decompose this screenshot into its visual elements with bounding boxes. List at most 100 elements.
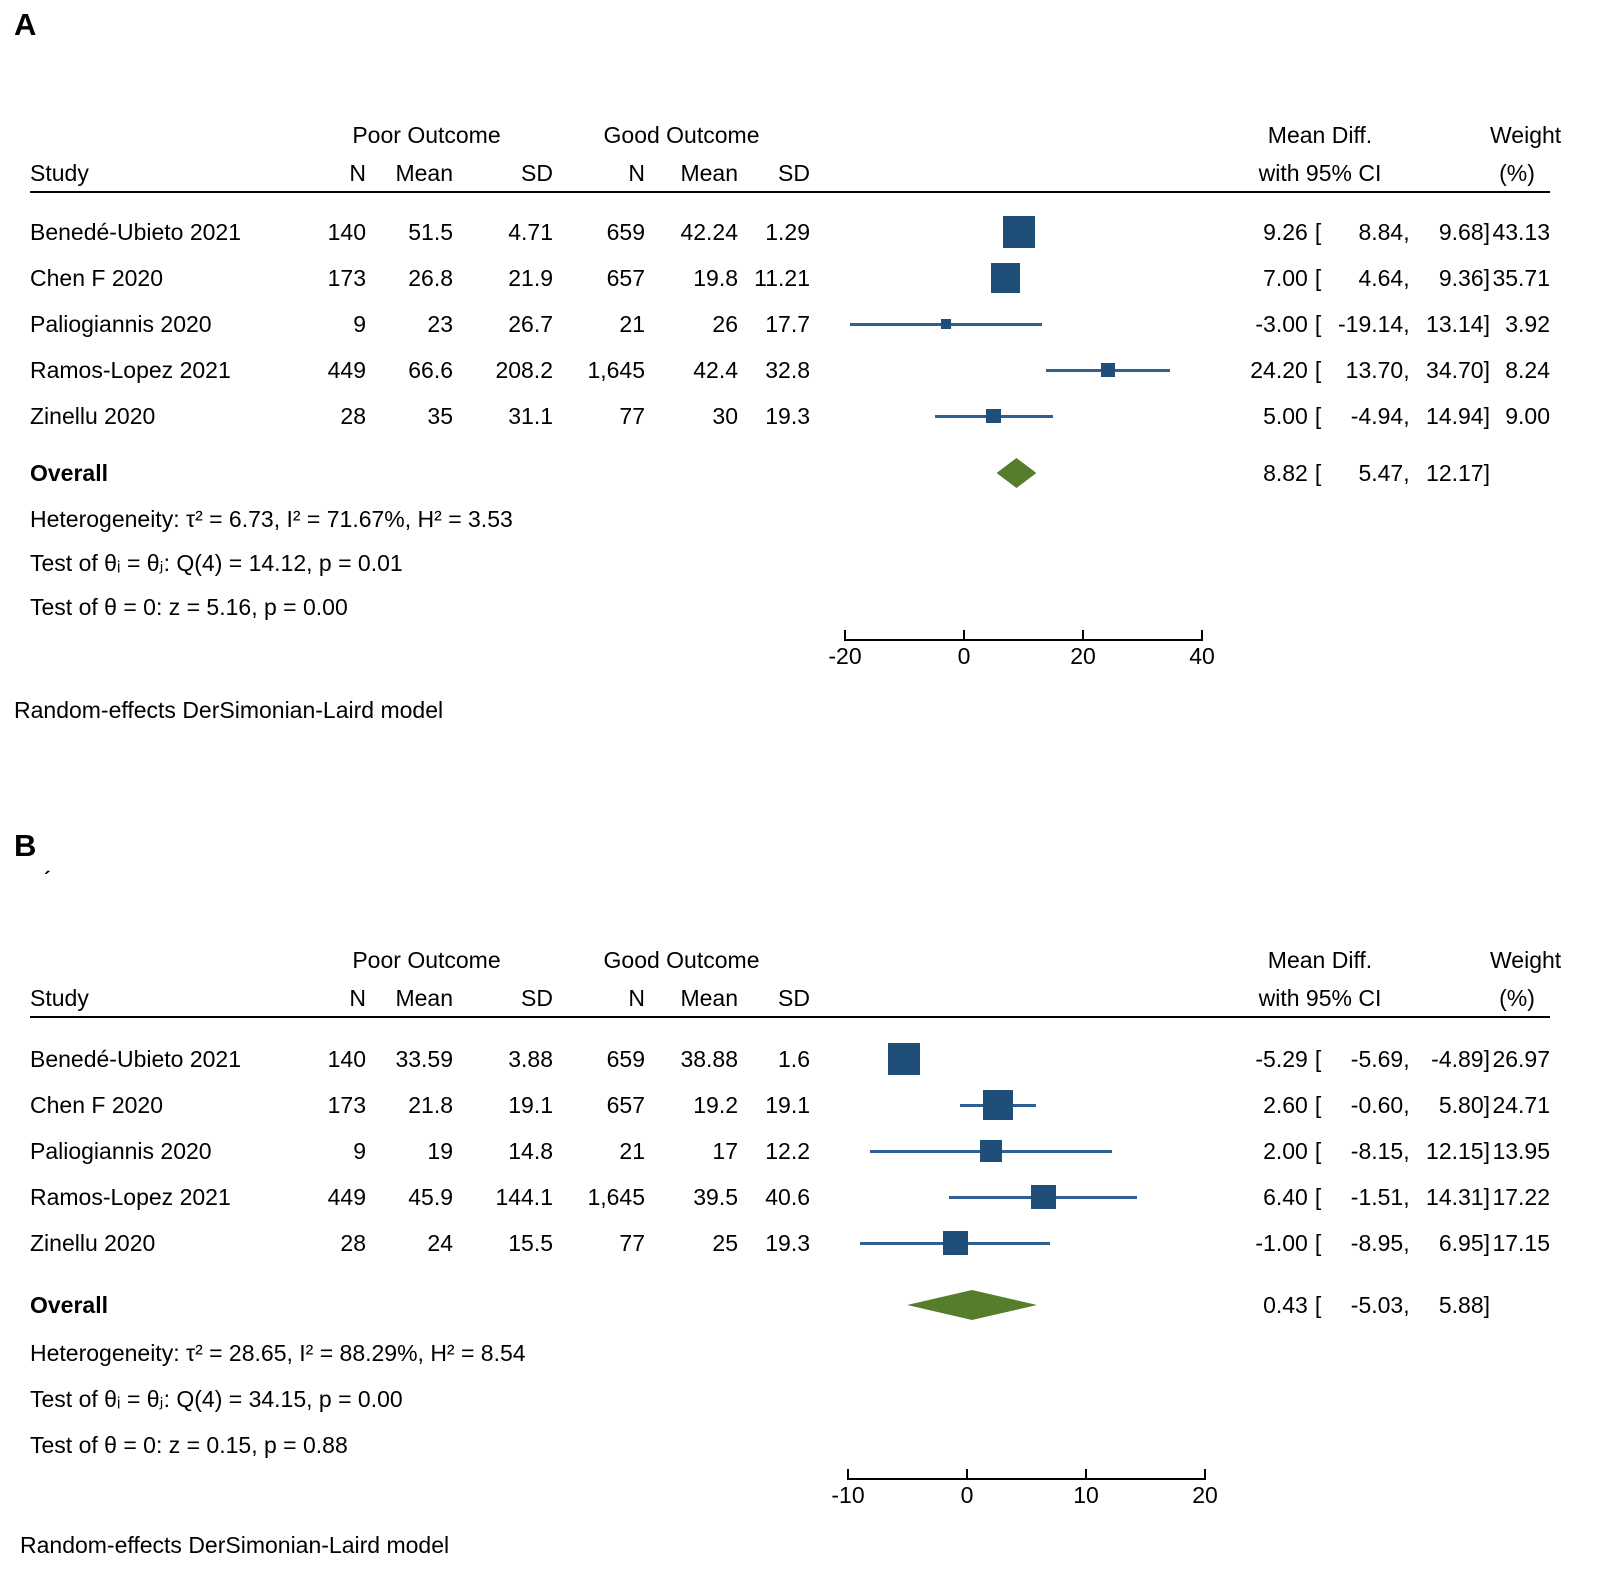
poor-sd-value: 31.1	[508, 402, 553, 429]
poor-sd-value: 19.1	[508, 1091, 553, 1118]
poor-sd-value: 3.88	[508, 1045, 553, 1072]
study-rows: Benedé-Ubieto 2021 140 51.5 4.71 659 42.…	[30, 209, 1550, 439]
good-n-value: 77	[619, 1229, 645, 1256]
bracket-open: [	[1314, 1229, 1322, 1256]
table-row: Benedé-Ubieto 2021 140 51.5 4.71 659 42.…	[30, 209, 1550, 255]
bracket-open: [	[1314, 1091, 1322, 1118]
poor-mean-value: 26.8	[408, 264, 453, 291]
poor-sd-value: 21.9	[508, 264, 553, 291]
ci-text: 24.20[13.70, 34.70]	[1220, 357, 1490, 384]
poor-sd-value: 14.8	[508, 1137, 553, 1164]
good-sd-value: 1.6	[778, 1045, 810, 1072]
poor-n-value: 140	[327, 1045, 366, 1072]
ci-lower: -8.15	[1350, 1137, 1404, 1164]
bracket-close: ]	[1483, 459, 1490, 486]
bracket-open: [	[1314, 1045, 1322, 1072]
forest-plot-row	[810, 347, 1220, 393]
effect-size-square	[979, 1139, 1002, 1163]
poor-n-header: N	[349, 160, 366, 186]
ci-upper: 5.80	[1438, 1091, 1484, 1118]
overall-estimate: 8.82	[1263, 459, 1308, 486]
poor-mean-value: 33.59	[395, 1045, 453, 1072]
study-name: Chen F 2020	[30, 1091, 163, 1118]
bracket-close: ]	[1483, 356, 1490, 383]
good-mean-value: 42.4	[693, 356, 738, 383]
bracket-open: [	[1314, 356, 1322, 383]
comma: ,	[1403, 1183, 1410, 1210]
poor-mean-header: Mean	[395, 160, 453, 186]
x-axis-tick-label: -20	[828, 643, 862, 669]
bracket-close: ]	[1483, 310, 1490, 337]
good-mean-value: 19.8	[693, 264, 738, 291]
effect-estimate: 7.00	[1263, 264, 1308, 291]
test-q-text: Test of θᵢ = θⱼ: Q(4) = 14.12, p = 0.01	[30, 549, 403, 576]
x-axis-tick-label: 0	[957, 643, 971, 669]
effect-estimate: -5.29	[1255, 1045, 1308, 1072]
table-row: Benedé-Ubieto 2021 140 33.59 3.88 659 38…	[30, 1036, 1550, 1082]
poor-n-value: 449	[327, 356, 366, 383]
test-q-row: Test of θᵢ = θⱼ: Q(4) = 34.15, p = 0.00	[30, 1376, 1550, 1422]
bracket-open: [	[1314, 218, 1322, 245]
poor-sd-value: 4.71	[508, 218, 553, 245]
poor-mean-value: 66.6	[408, 356, 453, 383]
overall-ci-upper: 5.88	[1438, 1291, 1484, 1318]
bracket-open: [	[1314, 1183, 1322, 1210]
poor-sd-value: 15.5	[508, 1229, 553, 1256]
ci-column-header: with 95% CI	[1258, 160, 1382, 186]
poor-n-value: 28	[340, 1229, 366, 1256]
study-name: Ramos-Lopez 2021	[30, 1183, 231, 1210]
panel-label-b: B ´	[14, 829, 1606, 892]
study-name: Paliogiannis 2020	[30, 1137, 212, 1164]
forest-plot-row	[810, 1220, 1220, 1266]
bracket-close: ]	[1483, 218, 1490, 245]
ci-lower: 13.70	[1345, 356, 1404, 383]
bracket-open: [	[1314, 264, 1322, 291]
bracket-close: ]	[1483, 1291, 1490, 1318]
poor-sd-header: SD	[521, 985, 553, 1011]
poor-mean-header: Mean	[395, 985, 453, 1011]
study-column-header: Study	[30, 160, 89, 186]
study-name: Ramos-Lopez 2021	[30, 356, 231, 383]
weight-value: 17.22	[1492, 1183, 1550, 1210]
good-mean-value: 30	[712, 402, 738, 429]
column-header-row: Study N Mean SD N Mean SD with 95% CI (%…	[30, 981, 1550, 1016]
poor-sd-value: 208.2	[495, 356, 553, 383]
table-row: Chen F 2020 173 21.8 19.1 657 19.2 19.1 …	[30, 1082, 1550, 1128]
poor-sd-value: 144.1	[495, 1183, 553, 1210]
table-row: Ramos-Lopez 2021 449 45.9 144.1 1,645 39…	[30, 1174, 1550, 1220]
ci-text: 2.00[-8.15, 12.15]	[1220, 1138, 1490, 1165]
poor-n-value: 173	[327, 264, 366, 291]
weight-value: 24.71	[1492, 1091, 1550, 1118]
effect-size-square	[1030, 1184, 1056, 1210]
weight-value: 43.13	[1492, 218, 1550, 245]
table-header: Poor Outcome Good Outcome Mean Diff. Wei…	[30, 114, 1561, 193]
x-axis-line	[844, 639, 1203, 641]
overall-ci-lower: 5.47	[1358, 459, 1404, 486]
column-header-row: Study N Mean SD N Mean SD with 95% CI (%…	[30, 156, 1550, 191]
bracket-open: [	[1314, 459, 1322, 486]
ci-text: 6.40[-1.51, 14.31]	[1220, 1184, 1490, 1211]
poor-sd-header: SD	[521, 160, 553, 186]
forest-table-b: Poor Outcome Good Outcome Mean Diff. Wei…	[30, 939, 1561, 1526]
good-sd-value: 1.29	[765, 218, 810, 245]
test-z-row: Test of θ = 0: z = 0.15, p = 0.88	[30, 1422, 1550, 1468]
x-axis-tick-label: 20	[1070, 643, 1096, 669]
ci-upper: 13.14	[1426, 310, 1484, 337]
ci-lower: -1.51	[1350, 1183, 1404, 1210]
forest-table-a: Poor Outcome Good Outcome Mean Diff. Wei…	[30, 114, 1561, 689]
ci-text: -5.29[-5.69, -4.89]	[1220, 1046, 1490, 1073]
study-name: Zinellu 2020	[30, 1229, 156, 1256]
ci-lower: -0.60	[1350, 1091, 1404, 1118]
poor-n-value: 173	[327, 1091, 366, 1118]
bracket-close: ]	[1483, 264, 1490, 291]
comma: ,	[1403, 402, 1410, 429]
stray-mark: ´	[44, 869, 51, 891]
comma: ,	[1403, 310, 1410, 337]
ci-text: -3.00[-19.14, 13.14]	[1220, 311, 1490, 338]
forest-plot-row	[810, 1128, 1220, 1174]
test-z-text: Test of θ = 0: z = 0.15, p = 0.88	[30, 1431, 348, 1458]
effect-estimate: 5.00	[1263, 402, 1308, 429]
heterogeneity-text: Heterogeneity: τ² = 28.65, I² = 88.29%, …	[30, 1339, 526, 1366]
overall-label: Overall	[30, 459, 108, 486]
effect-size-square	[1003, 215, 1036, 249]
